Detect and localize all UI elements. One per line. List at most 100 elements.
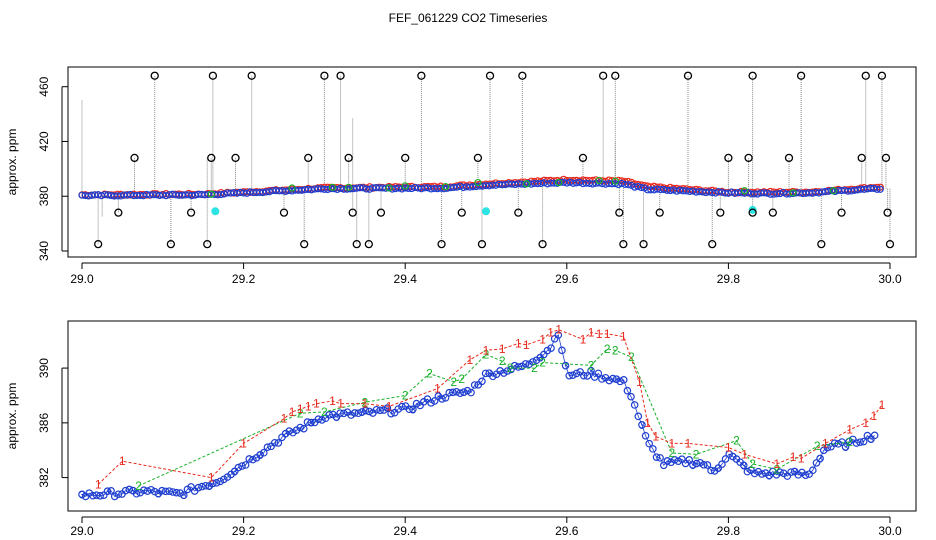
blue-point — [84, 192, 93, 200]
blue-marker-3: 3 — [639, 420, 645, 432]
blue-point — [201, 481, 210, 490]
red-marker-1: 1 — [822, 436, 829, 450]
x-tick-label: 29.8 — [717, 272, 741, 286]
blue-point — [598, 375, 606, 383]
spike-point — [231, 153, 240, 163]
blue-point — [356, 184, 364, 192]
red-marker-1: 1 — [337, 397, 344, 411]
green-point — [328, 183, 337, 191]
green-marker-2: 2 — [402, 388, 409, 402]
blue-point — [689, 461, 697, 469]
blue-point — [150, 487, 159, 496]
spike-point — [304, 153, 313, 163]
blue-point — [270, 438, 279, 447]
blue-point — [721, 455, 730, 463]
blue-point — [216, 477, 224, 486]
y-tick-label: 382 — [37, 467, 51, 487]
red-dashed-line — [97, 329, 883, 485]
blue-point — [452, 387, 461, 396]
x-tick-label: 29.2 — [232, 272, 256, 286]
spike-point — [485, 71, 495, 80]
blue-point — [430, 397, 439, 405]
blue-point — [376, 406, 384, 415]
red-marker-1: 1 — [297, 402, 304, 416]
red-marker-1: 1 — [386, 399, 393, 413]
spike-point — [477, 240, 487, 249]
blue-point — [696, 458, 704, 467]
red-marker-1: 1 — [685, 436, 692, 450]
blue-point — [445, 388, 454, 397]
green-point — [385, 184, 393, 192]
figure-title: FEF_061229 CO2 Timeseries — [389, 11, 548, 25]
spike-point — [655, 208, 664, 217]
blue-point — [249, 455, 257, 464]
blue-point — [850, 186, 859, 194]
x-tick-label: 29.4 — [394, 524, 418, 538]
blue-point — [121, 486, 130, 495]
green-marker-2: 2 — [774, 462, 781, 476]
green-point — [789, 189, 797, 197]
blue-point — [362, 185, 371, 193]
spike-point — [538, 240, 547, 249]
blue-point — [876, 185, 884, 193]
green-point — [611, 177, 619, 185]
red-marker-1: 1 — [604, 327, 611, 341]
spike-point — [877, 71, 887, 80]
blue-point — [652, 453, 661, 461]
blue-point — [336, 409, 344, 417]
blue-point — [569, 371, 577, 379]
blue-point — [449, 388, 457, 397]
blue-point — [579, 371, 588, 380]
green-marker-2: 2 — [604, 342, 611, 356]
blue-marker-3: 3 — [715, 463, 721, 475]
spike-point — [683, 71, 693, 80]
blue-point — [627, 392, 635, 401]
green-marker-2: 2 — [499, 354, 506, 368]
blue-point — [388, 185, 396, 193]
blue-point — [801, 471, 810, 479]
green-marker-2: 2 — [297, 406, 304, 420]
spike-point — [417, 71, 426, 80]
blue-marker-3: 3 — [257, 450, 263, 462]
blue-point — [847, 187, 855, 195]
spike-point — [885, 240, 895, 249]
red-marker-1: 1 — [652, 430, 659, 444]
green-marker-2: 2 — [539, 356, 546, 370]
blue-point — [209, 479, 217, 488]
blue-point — [758, 470, 766, 478]
blue-marker-3: 3 — [690, 460, 696, 472]
blue-point — [262, 188, 270, 196]
blue-marker-3: 3 — [206, 481, 212, 493]
blue-point — [140, 486, 148, 495]
blue-point — [354, 409, 363, 418]
blue-marker-3: 3 — [155, 489, 161, 501]
green-marker-2: 2 — [450, 375, 457, 389]
spike-point — [599, 71, 608, 80]
blue-point — [307, 186, 316, 194]
green-dashed-line — [138, 348, 850, 487]
red-marker-1: 1 — [313, 397, 320, 411]
blue-point — [641, 431, 650, 440]
spike-point — [336, 71, 345, 80]
blue-point — [510, 361, 519, 370]
blue-point — [359, 184, 367, 192]
blue-point — [217, 190, 225, 199]
green-point — [522, 180, 531, 188]
green-point — [740, 187, 749, 195]
blue-point — [194, 483, 203, 492]
spike-point — [619, 240, 628, 249]
x-tick-label: 29.4 — [394, 272, 418, 286]
spike-point — [473, 153, 483, 163]
blue-point — [198, 482, 206, 491]
blue-point — [405, 405, 414, 414]
top-marks — [78, 71, 895, 249]
red-marker-1: 1 — [668, 436, 675, 450]
blue-point — [379, 406, 388, 414]
red-marker-1: 1 — [361, 397, 368, 411]
blue-point — [241, 461, 250, 469]
blue-point — [107, 486, 115, 495]
y-tick-label: 386 — [37, 413, 51, 433]
red-marker-1: 1 — [499, 342, 506, 356]
blue-point — [514, 363, 523, 371]
blue-marker-3: 3 — [817, 453, 823, 465]
